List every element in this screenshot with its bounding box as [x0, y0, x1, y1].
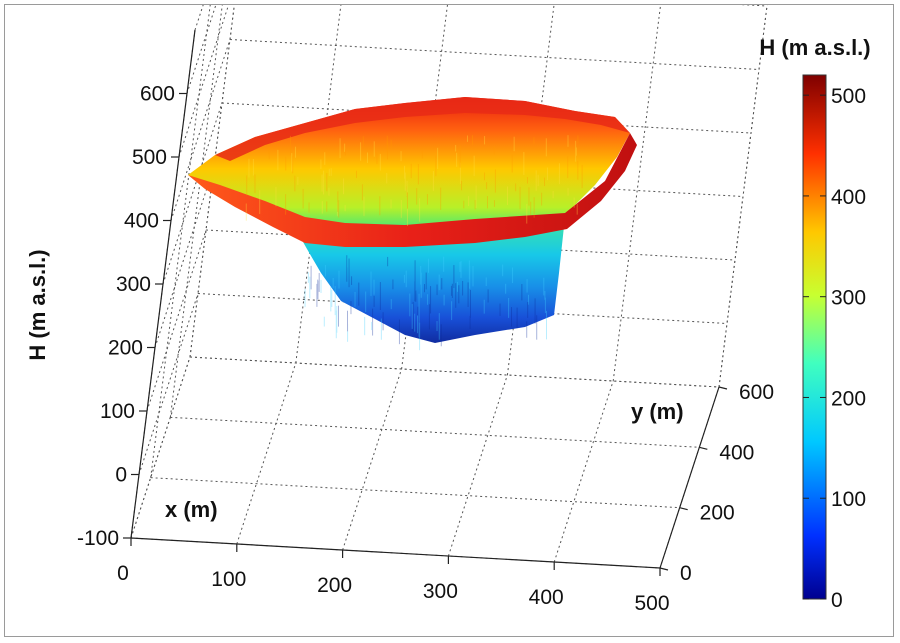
floor-grid-x: [553, 380, 614, 563]
back-wall-grid-z: [213, 166, 744, 197]
y-tick-labels: 0 200 400 600: [680, 381, 774, 585]
z-axis-label: H (m a.s.l.): [25, 249, 50, 360]
x-tick-label: 100: [211, 568, 246, 591]
back-edge: [718, 0, 769, 388]
side-wall-grid-y: [150, 0, 212, 478]
x-axis-label: x (m): [165, 497, 218, 522]
floor-grid-x: [447, 374, 508, 557]
floor-grid-y: [150, 477, 680, 509]
colorbar-tick-label: 300: [831, 287, 866, 310]
colorbar-tick-label: 100: [831, 488, 866, 511]
colorbar-tick-label: 400: [831, 186, 866, 209]
y-tick-label: 0: [680, 562, 692, 585]
floor-grid-y: [170, 416, 700, 448]
colorbar-ramp: [802, 74, 827, 600]
z-tick-label: -100: [77, 527, 119, 550]
colorbar-ticks: 0 100 200 300 400 500: [803, 85, 866, 612]
y-tick-mark: [679, 507, 688, 511]
z-tick-label: 400: [124, 210, 159, 233]
x-tick-label: 400: [529, 586, 564, 609]
side-wall-grid-z: [170, 39, 231, 221]
colorbar-tick-label: 500: [831, 85, 866, 108]
y-tick-label: 600: [739, 381, 774, 404]
x-tick-labels: 0 100 200 300 400 500: [117, 562, 669, 615]
colorbar-title: H (m a.s.l.): [759, 35, 870, 60]
y-tick-mark: [659, 567, 669, 571]
side-wall-grid-z: [146, 229, 207, 412]
side-wall-grid-z: [178, 0, 231, 158]
side-wall-grid-z: [130, 356, 191, 539]
z-tick-label: 200: [108, 337, 143, 360]
x-tick-label: 300: [423, 580, 458, 603]
tick-marks: [123, 92, 728, 576]
back-wall-grid-x: [612, 0, 662, 382]
rim-front: [188, 133, 637, 247]
z-tick-labels: -100 0 100 200 300 400 500 600: [77, 83, 175, 551]
figure-frame: -100 0 100 200 300 400 500 600 0 100 200 300 400 500…: [4, 0, 894, 637]
terrain-surface: [188, 97, 637, 351]
side-wall-grid-z: [162, 102, 223, 285]
colorbar-tick-label: 0: [831, 589, 843, 612]
z-tick-label: 500: [132, 146, 167, 169]
x-tick-label: 200: [317, 574, 352, 597]
x-tick-label: 500: [634, 592, 669, 615]
back-wall-grid-z: [197, 293, 728, 324]
y-tick-mark: [718, 386, 728, 390]
z-tick-label: 300: [116, 273, 151, 296]
y-tick-mark: [699, 446, 708, 450]
pit-walls: [298, 217, 565, 343]
z-tick-label: 0: [115, 464, 127, 487]
back-wall-grid-z: [229, 39, 760, 70]
x-tick-label: 0: [117, 562, 129, 585]
floor-grid-x: [342, 368, 403, 551]
back-wall-grid-z: [189, 356, 720, 388]
back-wall-grid-z: [221, 102, 752, 134]
colorbar-tick-label: 200: [831, 387, 866, 410]
y-axis-label: y (m): [631, 399, 684, 424]
z-tick-label: 600: [140, 83, 175, 106]
colorbar: H (m a.s.l.) 0 100 200 300 400 500: [759, 35, 870, 612]
surface-texture: [245, 135, 583, 351]
z-tick-label: 100: [100, 400, 135, 423]
side-wall-grid-y: [169, 0, 224, 418]
side-wall-grid-z: [138, 293, 199, 475]
y-tick-label: 400: [719, 441, 754, 464]
rim-back: [215, 97, 630, 161]
back-wall-grid-z: [652, 0, 768, 7]
surface-plot: -100 0 100 200 300 400 500 600 0 100 200 300 400 500…: [25, 0, 871, 615]
side-wall-grid-z: [154, 166, 215, 348]
floor-grid-x: [236, 362, 297, 545]
back-wall-grid-z: [205, 229, 736, 261]
y-tick-label: 200: [700, 502, 735, 525]
